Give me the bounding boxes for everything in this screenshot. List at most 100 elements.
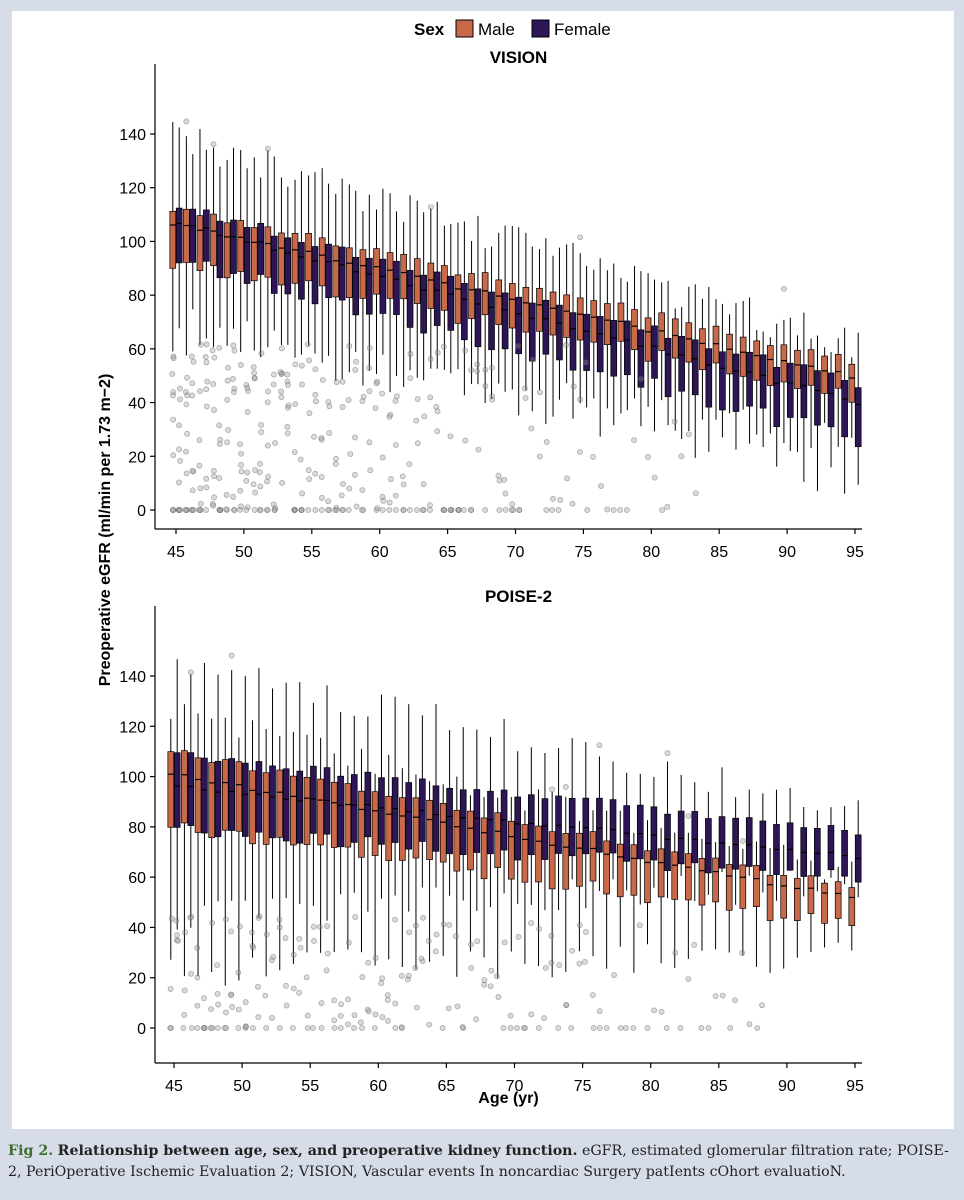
outlier-point xyxy=(203,403,210,410)
outlier-point xyxy=(210,502,217,509)
outlier-point xyxy=(493,973,500,980)
outlier-point xyxy=(583,929,589,935)
outlier-point xyxy=(238,450,244,457)
outlier-point xyxy=(481,981,488,988)
box-male xyxy=(235,761,243,832)
box-female xyxy=(242,762,249,837)
outlier-point xyxy=(169,371,176,377)
box-female xyxy=(189,208,197,263)
box-male xyxy=(794,349,801,389)
outlier-point xyxy=(181,987,188,994)
outlier-point xyxy=(168,915,175,922)
box-male xyxy=(617,302,625,342)
box-male xyxy=(753,340,761,381)
box-female xyxy=(556,304,563,361)
outlier-point xyxy=(502,490,509,497)
outlier-point xyxy=(227,992,234,998)
box-male xyxy=(590,300,598,343)
box-female xyxy=(310,765,317,834)
box-female xyxy=(691,339,699,396)
outlier-point xyxy=(256,469,263,476)
outlier-point xyxy=(340,507,346,513)
y-tick-label: 80 xyxy=(128,288,146,305)
x-tick-label: 75 xyxy=(574,1078,592,1095)
outlier-point xyxy=(324,950,331,957)
outlier-point xyxy=(365,959,372,966)
outlier-point xyxy=(568,1025,575,1031)
outlier-point xyxy=(645,454,651,460)
outlier-point xyxy=(351,471,358,478)
outlier-point xyxy=(177,385,183,392)
y-tick-label: 120 xyxy=(119,181,146,198)
box-female xyxy=(773,366,781,427)
box-female xyxy=(596,797,603,853)
box-male xyxy=(536,287,543,332)
box-female xyxy=(814,370,821,426)
outlier-point xyxy=(563,1002,570,1008)
outlier-point xyxy=(318,436,325,443)
outlier-point xyxy=(739,950,746,956)
box-male xyxy=(371,791,379,856)
box-female xyxy=(732,817,739,870)
box-male xyxy=(766,875,774,921)
box-male xyxy=(753,865,760,907)
x-tick-label: 85 xyxy=(710,1078,728,1095)
box-male xyxy=(358,790,365,858)
box-male xyxy=(385,795,393,861)
box-male xyxy=(780,344,788,383)
outlier-point xyxy=(298,362,305,369)
outlier-point xyxy=(209,920,216,926)
outlier-point xyxy=(217,507,224,513)
outlier-point xyxy=(406,507,413,513)
box-male xyxy=(194,757,202,833)
outlier-point xyxy=(590,453,596,460)
outlier-point xyxy=(345,939,352,946)
outlier-point xyxy=(326,403,333,410)
box-male xyxy=(521,824,529,883)
outlier-point xyxy=(557,496,564,503)
outlier-point xyxy=(223,506,230,513)
outlier-point xyxy=(392,397,399,404)
box-male xyxy=(821,355,828,394)
outlier-point xyxy=(207,1025,214,1031)
outlier-point xyxy=(264,507,271,513)
box-male xyxy=(373,248,380,295)
outlier-point xyxy=(433,403,440,410)
outlier-point xyxy=(203,341,210,348)
box-male xyxy=(589,831,597,882)
box-female xyxy=(214,760,222,838)
y-tick-label: 20 xyxy=(128,971,146,988)
outlier-point xyxy=(290,951,297,958)
x-tick-label: 45 xyxy=(167,544,185,561)
outlier-point xyxy=(360,393,367,400)
box-female xyxy=(583,313,590,371)
outlier-point xyxy=(548,959,555,966)
outlier-point xyxy=(732,997,738,1004)
outlier-point xyxy=(237,361,244,368)
outlier-point xyxy=(446,921,453,928)
outlier-point xyxy=(181,1012,188,1018)
box-female xyxy=(637,329,645,388)
outlier-point xyxy=(211,494,217,501)
outlier-point xyxy=(323,967,330,974)
legend-label-female: Female xyxy=(554,20,611,39)
box-female xyxy=(636,804,644,860)
outlier-point xyxy=(359,487,366,493)
box-male xyxy=(481,272,489,316)
outlier-point xyxy=(231,389,237,395)
outlier-point xyxy=(351,1025,357,1031)
outlier-point xyxy=(589,992,596,999)
box-male xyxy=(237,220,245,272)
outlier-point xyxy=(197,485,204,492)
y-tick-label: 40 xyxy=(128,920,146,937)
x-tick-label: 90 xyxy=(778,1078,796,1095)
box-male xyxy=(480,817,488,880)
outlier-point xyxy=(685,431,692,438)
outlier-point xyxy=(414,396,421,402)
y-tick-label: 140 xyxy=(119,127,146,144)
box-female xyxy=(488,291,495,351)
outlier-point xyxy=(325,507,331,513)
outlier-point xyxy=(495,472,502,479)
box-male xyxy=(439,802,447,863)
box-female xyxy=(800,364,808,419)
